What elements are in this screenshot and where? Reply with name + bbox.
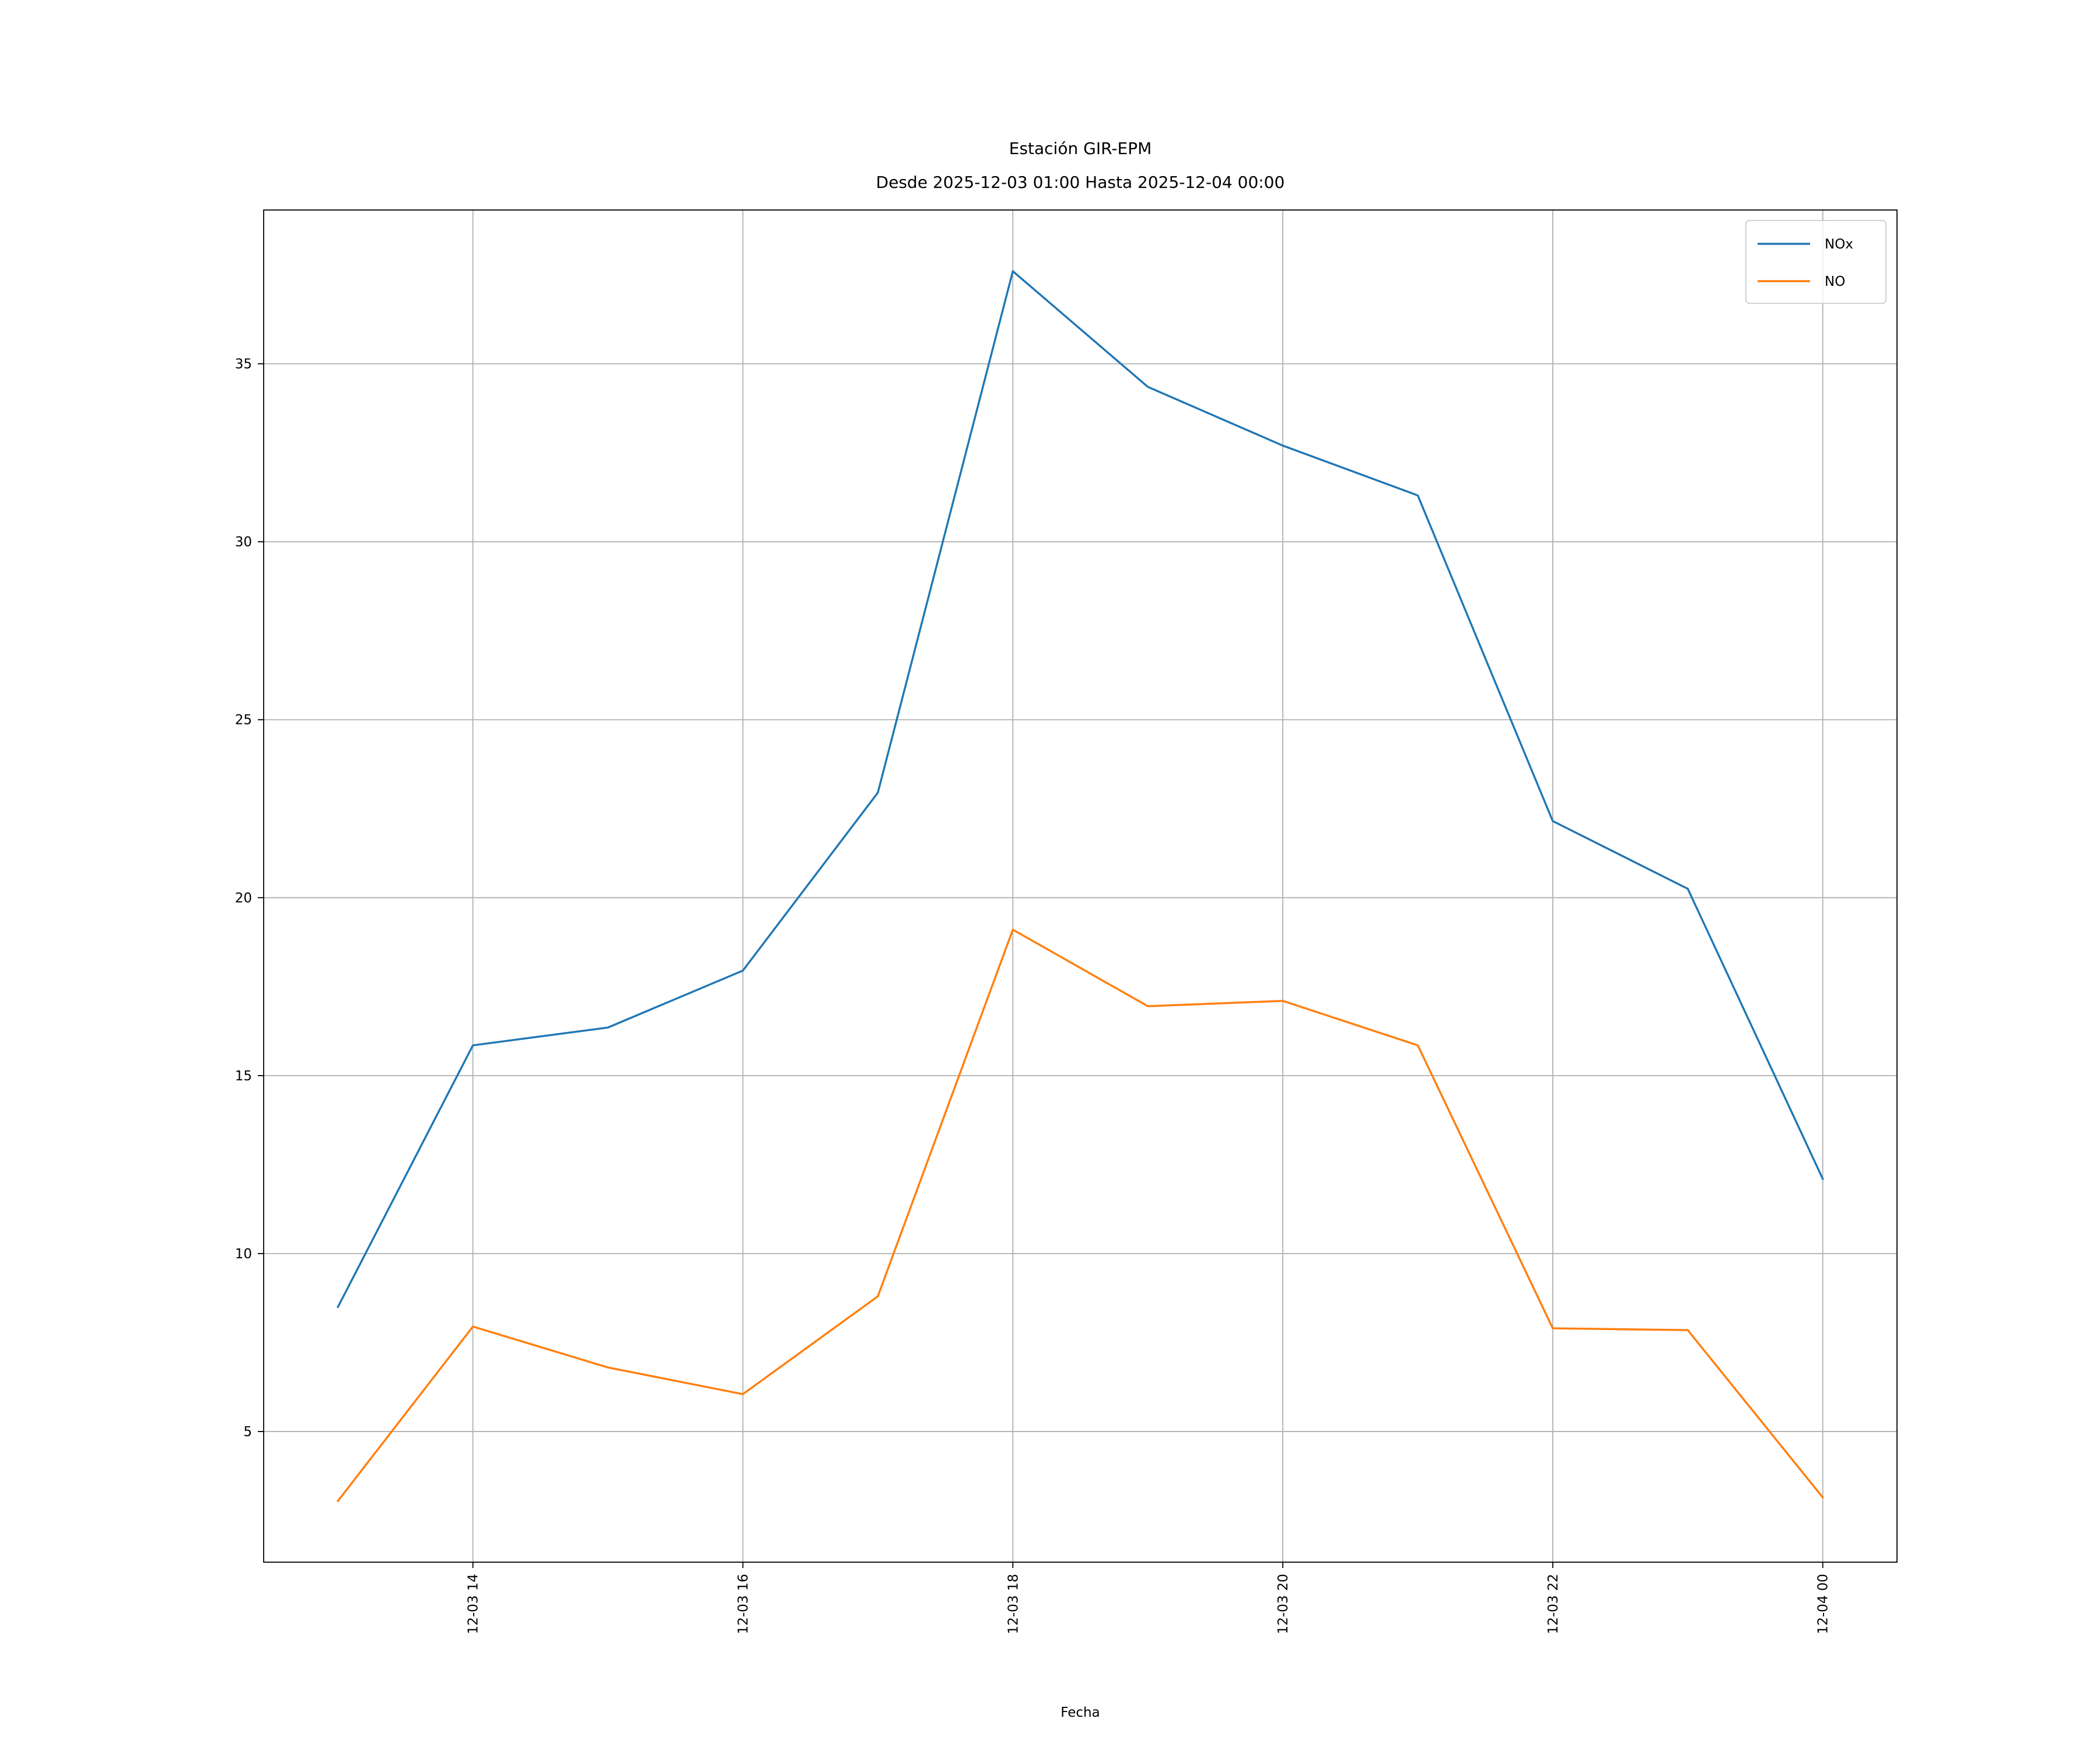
y-tick-label: 20	[235, 891, 252, 906]
y-tick-label: 5	[243, 1424, 252, 1440]
x-tick-label: 12-03 20	[1276, 1574, 1291, 1634]
series-line-nox	[337, 270, 1824, 1308]
x-tick-label: 12-03 18	[1006, 1574, 1021, 1634]
x-tick-label: 12-03 16	[736, 1574, 751, 1634]
legend: NOx NO	[1745, 220, 1887, 304]
legend-box	[1745, 220, 1887, 304]
axis-ticks: 12-03 14 12-03 16 12-03 18 12-03 20 12-03 22…	[235, 357, 1831, 1634]
chart-title: Estación GIR-EPM	[1009, 139, 1152, 158]
y-tick-label: 35	[235, 357, 252, 372]
axes-frame	[263, 209, 1898, 1563]
x-axis-label: Fecha	[1060, 1705, 1100, 1720]
grid	[264, 210, 1897, 1562]
series-line-no	[336, 928, 1825, 1503]
series-lines	[336, 270, 1825, 1503]
chart-subtitle: Desde 2025-12-03 01:00 Hasta 2025-12-04 …	[876, 173, 1285, 192]
legend-items: NOx NO	[1758, 237, 1853, 289]
y-tick-label: 10	[235, 1247, 252, 1262]
x-tick-label: 12-03 14	[466, 1574, 481, 1634]
x-tick-label: 12-04 00	[1816, 1574, 1831, 1634]
legend-label-no: NO	[1825, 274, 1845, 289]
y-tick-label: 15	[235, 1069, 252, 1084]
y-tick-label: 25	[235, 713, 252, 728]
legend-label-nox: NOx	[1825, 237, 1853, 252]
y-tick-label: 30	[235, 535, 252, 550]
x-tick-label: 12-03 22	[1546, 1574, 1561, 1634]
